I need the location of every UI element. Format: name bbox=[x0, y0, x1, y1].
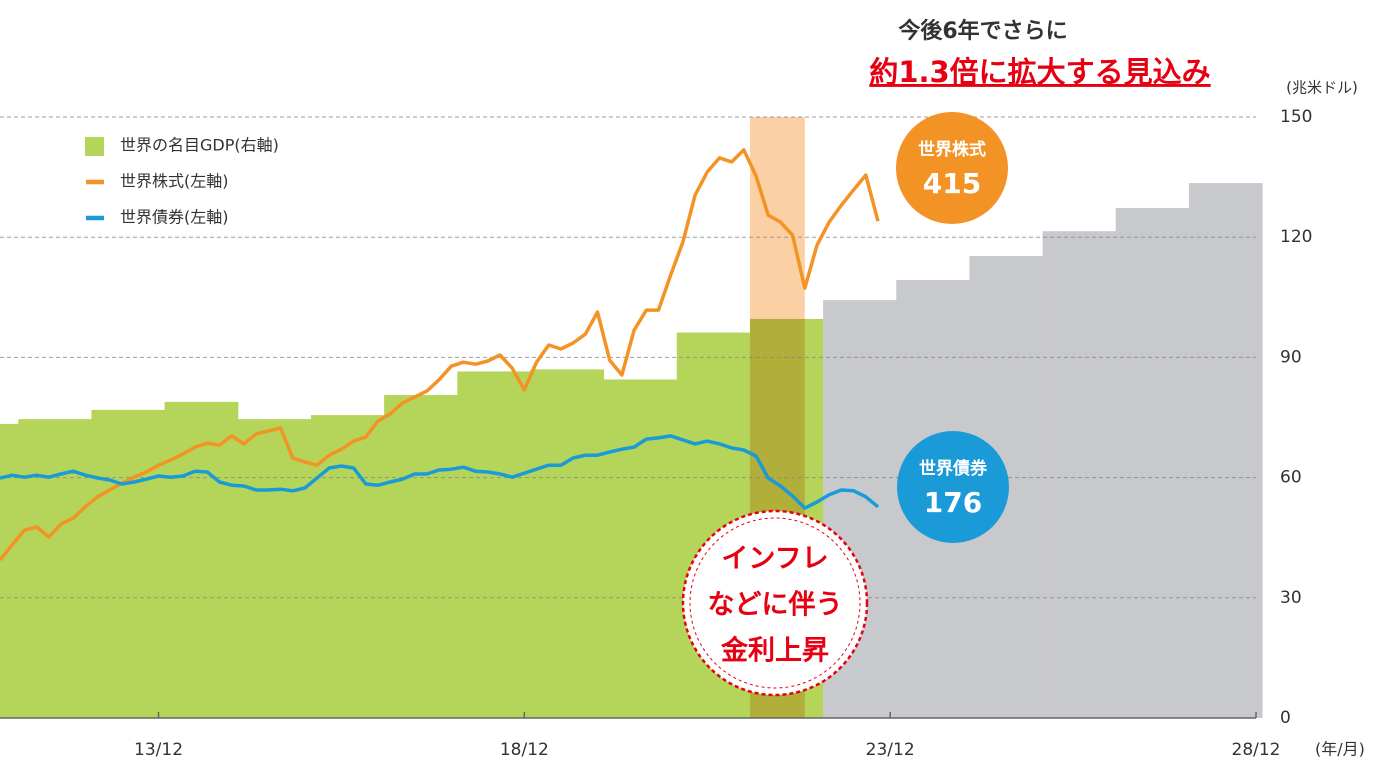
areas bbox=[0, 183, 1263, 719]
series-line bbox=[0, 434, 880, 510]
callout-circle bbox=[897, 431, 1009, 543]
annotation-circle-inner bbox=[689, 517, 861, 689]
annotation-text: 金利上昇 bbox=[720, 635, 829, 667]
gdp-step bbox=[18, 419, 92, 718]
x-tick-label: 23/12 bbox=[866, 740, 915, 760]
chart-subtitle: 約1.3倍に拡大する見込み bbox=[869, 55, 1210, 89]
gdp-step bbox=[1115, 207, 1190, 718]
x-axis-label: (年/月) bbox=[1315, 740, 1365, 759]
y-tick-label: 0 bbox=[1280, 708, 1291, 728]
x-tick-label: 13/12 bbox=[134, 740, 183, 760]
x-tick-label: 28/12 bbox=[1232, 740, 1281, 760]
callout-value: 415 bbox=[923, 167, 981, 200]
legend: 世界の名目GDP(右軸) 世界株式(左軸) 世界債券(左軸) bbox=[85, 136, 279, 227]
gdp-step bbox=[530, 369, 605, 718]
chart-title: 今後6年でさらに bbox=[898, 18, 1067, 44]
gdp-step bbox=[457, 371, 531, 718]
gdp-step bbox=[91, 409, 166, 718]
legend-label: 世界債券(左軸) bbox=[120, 208, 229, 227]
gdp-step bbox=[237, 419, 312, 718]
callout-label: 世界債券 bbox=[919, 458, 988, 479]
legend-swatch bbox=[85, 137, 104, 156]
callout-circle bbox=[896, 112, 1008, 224]
grid: 0 30 60 90 120 150 13/12 18/12 23/12 28/12 bbox=[0, 107, 1312, 760]
y-tick-label: 150 bbox=[1280, 107, 1312, 127]
y-tick-label: 120 bbox=[1280, 227, 1312, 247]
annotation-text: などに伴う bbox=[708, 590, 843, 621]
y-tick-label: 60 bbox=[1280, 468, 1302, 488]
annotation: インフレ などに伴う 金利上昇 bbox=[681, 509, 869, 697]
lines bbox=[0, 148, 880, 562]
gdp-step bbox=[384, 395, 458, 718]
annotation-circle bbox=[681, 509, 869, 697]
series-line bbox=[0, 148, 880, 562]
legend-label: 世界株式(左軸) bbox=[120, 172, 229, 191]
annotation-text: インフレ bbox=[721, 544, 828, 575]
legend-label: 世界の名目GDP(右軸) bbox=[120, 136, 279, 155]
gdp-step bbox=[603, 379, 678, 718]
gdp-step bbox=[0, 423, 19, 718]
callout-value: 176 bbox=[924, 486, 982, 519]
y-tick-label: 30 bbox=[1280, 588, 1302, 608]
y-axis-label: (兆米ドル) bbox=[1286, 79, 1358, 97]
gdp-step bbox=[164, 401, 239, 718]
callout-stocks: 世界株式 415 bbox=[896, 112, 1008, 224]
y-tick-label: 90 bbox=[1280, 347, 1302, 367]
gdp-step bbox=[1042, 231, 1117, 718]
x-tick-label: 18/12 bbox=[500, 740, 549, 760]
callout-bonds: 世界債券 176 bbox=[897, 431, 1009, 543]
gdp-step bbox=[1188, 183, 1263, 719]
callout-label: 世界株式 bbox=[918, 139, 986, 160]
